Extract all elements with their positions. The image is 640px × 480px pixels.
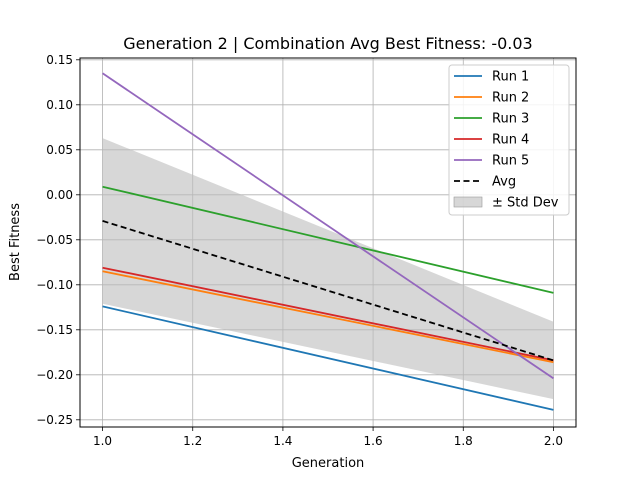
y-tick-label: 0.10 bbox=[46, 98, 73, 112]
series-line-run-5 bbox=[102, 72, 554, 380]
y-tick-label: −0.20 bbox=[36, 368, 73, 382]
x-tick-label: 1.0 bbox=[93, 434, 112, 448]
avg-line bbox=[102, 220, 554, 362]
x-axis-label: Generation bbox=[292, 456, 365, 471]
series-line-run-3 bbox=[102, 185, 554, 294]
legend: Run 1 Run 2 Run 3 Run 4 Run 5 Avg ± Std Dev bbox=[448, 64, 570, 216]
y-tick-label: 0.15 bbox=[46, 53, 73, 67]
y-tick-label: −0.10 bbox=[36, 278, 73, 292]
series-line-run-1 bbox=[102, 305, 554, 411]
legend-label: Run 5 bbox=[492, 154, 529, 169]
legend-label: Run 1 bbox=[492, 70, 529, 85]
y-tick-label: −0.05 bbox=[36, 233, 73, 247]
x-tick-label: 1.2 bbox=[183, 434, 202, 448]
legend-box bbox=[448, 64, 570, 216]
y-tick-label: −0.25 bbox=[36, 413, 73, 427]
series-lines bbox=[102, 72, 554, 411]
x-tick-label: 1.8 bbox=[454, 434, 473, 448]
x-tick-label: 1.4 bbox=[273, 434, 292, 448]
legend-label: Avg bbox=[492, 175, 516, 190]
y-axis-label: Best Fitness bbox=[8, 203, 23, 281]
series-line-run-4 bbox=[102, 266, 554, 362]
legend-label: Run 3 bbox=[492, 112, 529, 127]
std-dev-band bbox=[102, 138, 554, 400]
x-tick-label: 2.0 bbox=[544, 434, 563, 448]
legend-swatch bbox=[453, 196, 483, 208]
y-tick-label: 0.00 bbox=[46, 188, 73, 202]
chart-title: Generation 2 | Combination Avg Best Fitn… bbox=[123, 34, 532, 53]
series-line-run-2 bbox=[102, 270, 554, 364]
y-tick-label: −0.15 bbox=[36, 323, 73, 337]
legend-label: Run 2 bbox=[492, 91, 529, 106]
legend-label: Run 4 bbox=[492, 133, 529, 148]
plot-frame bbox=[79, 57, 577, 428]
axis-ticks: 1.0 1.2 1.4 1.6 1.8 2.0 −0.25 −0.20 −0.15 −0.10 −0… bbox=[36, 53, 563, 448]
x-tick-label: 1.6 bbox=[364, 434, 383, 448]
std-band-layer bbox=[102, 138, 554, 400]
legend-label: ± Std Dev bbox=[492, 196, 559, 211]
y-tick-label: 0.05 bbox=[46, 143, 73, 157]
